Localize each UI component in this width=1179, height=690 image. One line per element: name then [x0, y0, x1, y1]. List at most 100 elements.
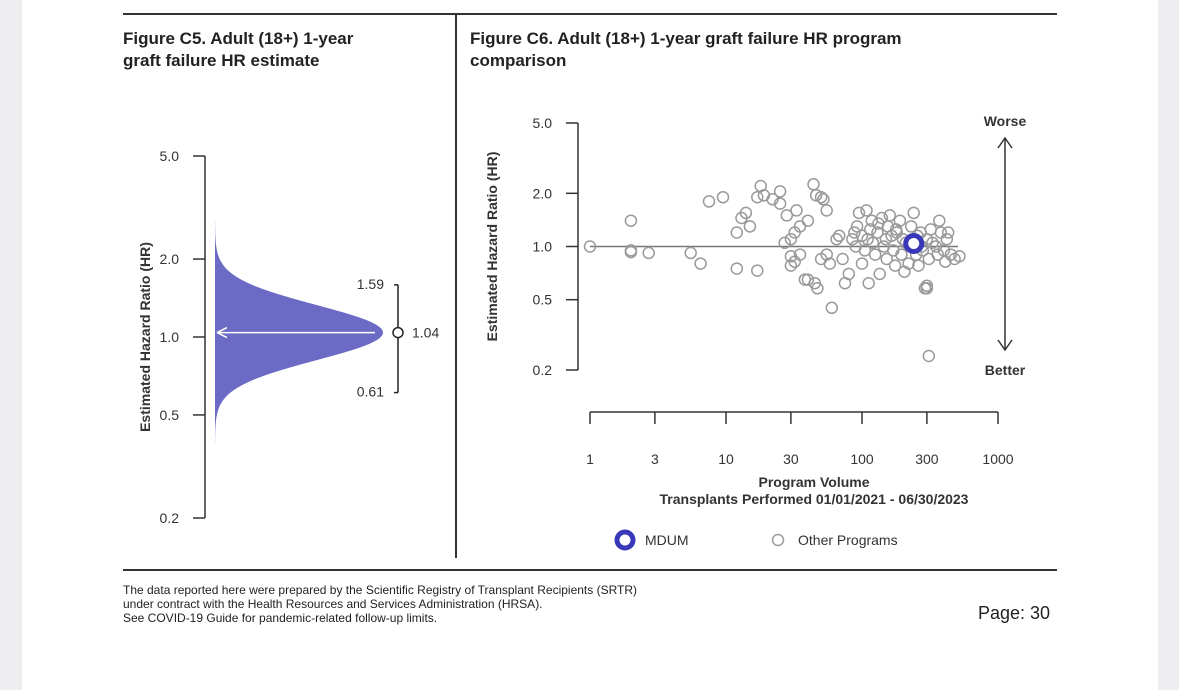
other-program-point: [875, 211, 889, 225]
other-program-point: [940, 232, 954, 246]
other-program-point: [842, 267, 856, 281]
y-tick-label: 5.0: [160, 148, 180, 164]
other-program-point: [793, 248, 807, 261]
other-program-point: [924, 223, 937, 236]
other-program-point: [912, 259, 925, 272]
other-program-point: [888, 259, 902, 272]
other-program-point: [784, 232, 798, 246]
other-program-point: [624, 214, 638, 227]
other-program-point: [624, 245, 638, 259]
figure-c5-title-line1: Figure C5. Adult (18+) 1-year: [123, 29, 354, 48]
other-program-point: [855, 257, 869, 270]
other-program-point: [825, 301, 839, 315]
other-program-point: [907, 206, 920, 220]
y-tick-label: 0.5: [533, 292, 553, 308]
other-program-point: [751, 264, 764, 277]
other-program-point: [832, 229, 846, 243]
report-page: [22, 0, 1158, 690]
other-program-point: [751, 190, 764, 204]
page-number: Page: 30: [978, 603, 1051, 623]
other-program-point: [778, 236, 791, 250]
other-program-point: [583, 240, 597, 253]
other-program-point: [920, 282, 934, 295]
other-program-point: [830, 232, 843, 246]
x-tick-label: 10: [718, 451, 734, 467]
other-program-point: [702, 195, 716, 208]
other-program-point: [766, 193, 779, 206]
other-program-point: [860, 204, 873, 217]
x-tick-label: 1000: [982, 451, 1013, 467]
worse-label: Worse: [984, 113, 1027, 129]
legend-other-label: Other Programs: [798, 532, 898, 548]
other-program-point: [880, 252, 893, 266]
figure-c6-chart: 5.0 2.0 1.0 0.5 0.2 Estimated Hazard Ratio (H…: [484, 113, 1027, 551]
y-tick-label: 2.0: [533, 185, 553, 201]
figure-c5-chart: 5.0 2.0 1.0 0.5 0.2 Estimated Hazard Ratio (H…: [137, 148, 439, 526]
other-program-point: [858, 244, 872, 257]
other-program-point: [807, 178, 820, 191]
footer-line2: under contract with the Health Resources…: [123, 597, 543, 611]
other-program-point: [929, 240, 943, 253]
other-program-point: [820, 204, 833, 217]
other-program-point: [868, 248, 882, 261]
other-program-point: [944, 248, 958, 261]
other-program-point: [848, 226, 861, 239]
other-program-point: [801, 273, 815, 286]
y-tick-label: 0.5: [160, 407, 180, 423]
estimate-point: [392, 326, 404, 339]
other-program-point: [790, 204, 803, 217]
y-tick-label: 5.0: [533, 115, 553, 131]
panel-divider: [455, 13, 457, 558]
x-axis-label-line1: Program Volume: [759, 474, 870, 490]
other-program-point: [684, 246, 697, 260]
other-program-point: [890, 226, 903, 239]
x-tick-label: 30: [783, 451, 799, 467]
better-label: Better: [985, 362, 1026, 378]
other-program-point: [933, 214, 946, 227]
other-program-point: [920, 279, 934, 292]
ci-upper-label: 1.59: [357, 276, 384, 292]
figure-c6-title: Figure C6. Adult (18+) 1-year graft fail…: [470, 28, 902, 72]
other-program-point: [817, 193, 830, 206]
other-program-point: [811, 282, 824, 295]
hr-distribution-area: [215, 156, 383, 518]
other-program-point: [780, 209, 794, 222]
figure-c6-title-line1: Figure C6. Adult (18+) 1-year graft fail…: [470, 29, 902, 48]
worse-arrowhead: [997, 136, 1013, 149]
other-program-point: [871, 226, 884, 239]
y-axis-label: Estimated Hazard Ratio (HR): [484, 152, 500, 342]
better-arrowhead: [997, 339, 1013, 352]
x-tick-label: 1: [586, 451, 594, 467]
other-program-point: [931, 248, 944, 261]
y-axis-label: Estimated Hazard Ratio (HR): [137, 242, 153, 432]
footer-line1: The data reported here were prepared by …: [123, 583, 638, 597]
bottom-rule: [123, 569, 1057, 571]
other-program-point: [784, 259, 798, 272]
other-program-point: [850, 220, 864, 233]
figure-c5-title-line2: graft failure HR estimate: [123, 51, 320, 70]
estimate-arrowhead: [216, 326, 228, 339]
x-axis-label-line2: Transplants Performed 01/01/2021 - 06/30…: [660, 491, 969, 507]
footer-note: The data reported here were prepared by …: [123, 583, 637, 625]
other-program-point: [694, 257, 707, 270]
other-program-point: [893, 214, 907, 227]
other-program-point: [801, 214, 815, 227]
other-program-point: [866, 236, 880, 250]
other-program-point: [852, 206, 866, 220]
other-program-point: [642, 246, 655, 260]
other-program-point: [773, 185, 787, 198]
x-tick-label: 300: [915, 451, 939, 467]
y-tick-label: 0.2: [160, 510, 180, 526]
other-program-point: [873, 267, 886, 281]
other-program-point: [902, 257, 915, 270]
other-program-point: [862, 276, 875, 290]
figure-c5-title: Figure C5. Adult (18+) 1-year graft fail…: [123, 28, 353, 72]
other-program-point: [739, 206, 753, 220]
other-program-point: [716, 190, 730, 204]
ci-lower-label: 0.61: [357, 384, 384, 400]
other-program-point: [730, 262, 744, 275]
estimate-label: 1.04: [412, 325, 439, 341]
y-tick-label: 0.2: [533, 362, 553, 378]
other-program-point: [864, 223, 877, 236]
other-program-point: [941, 226, 955, 239]
